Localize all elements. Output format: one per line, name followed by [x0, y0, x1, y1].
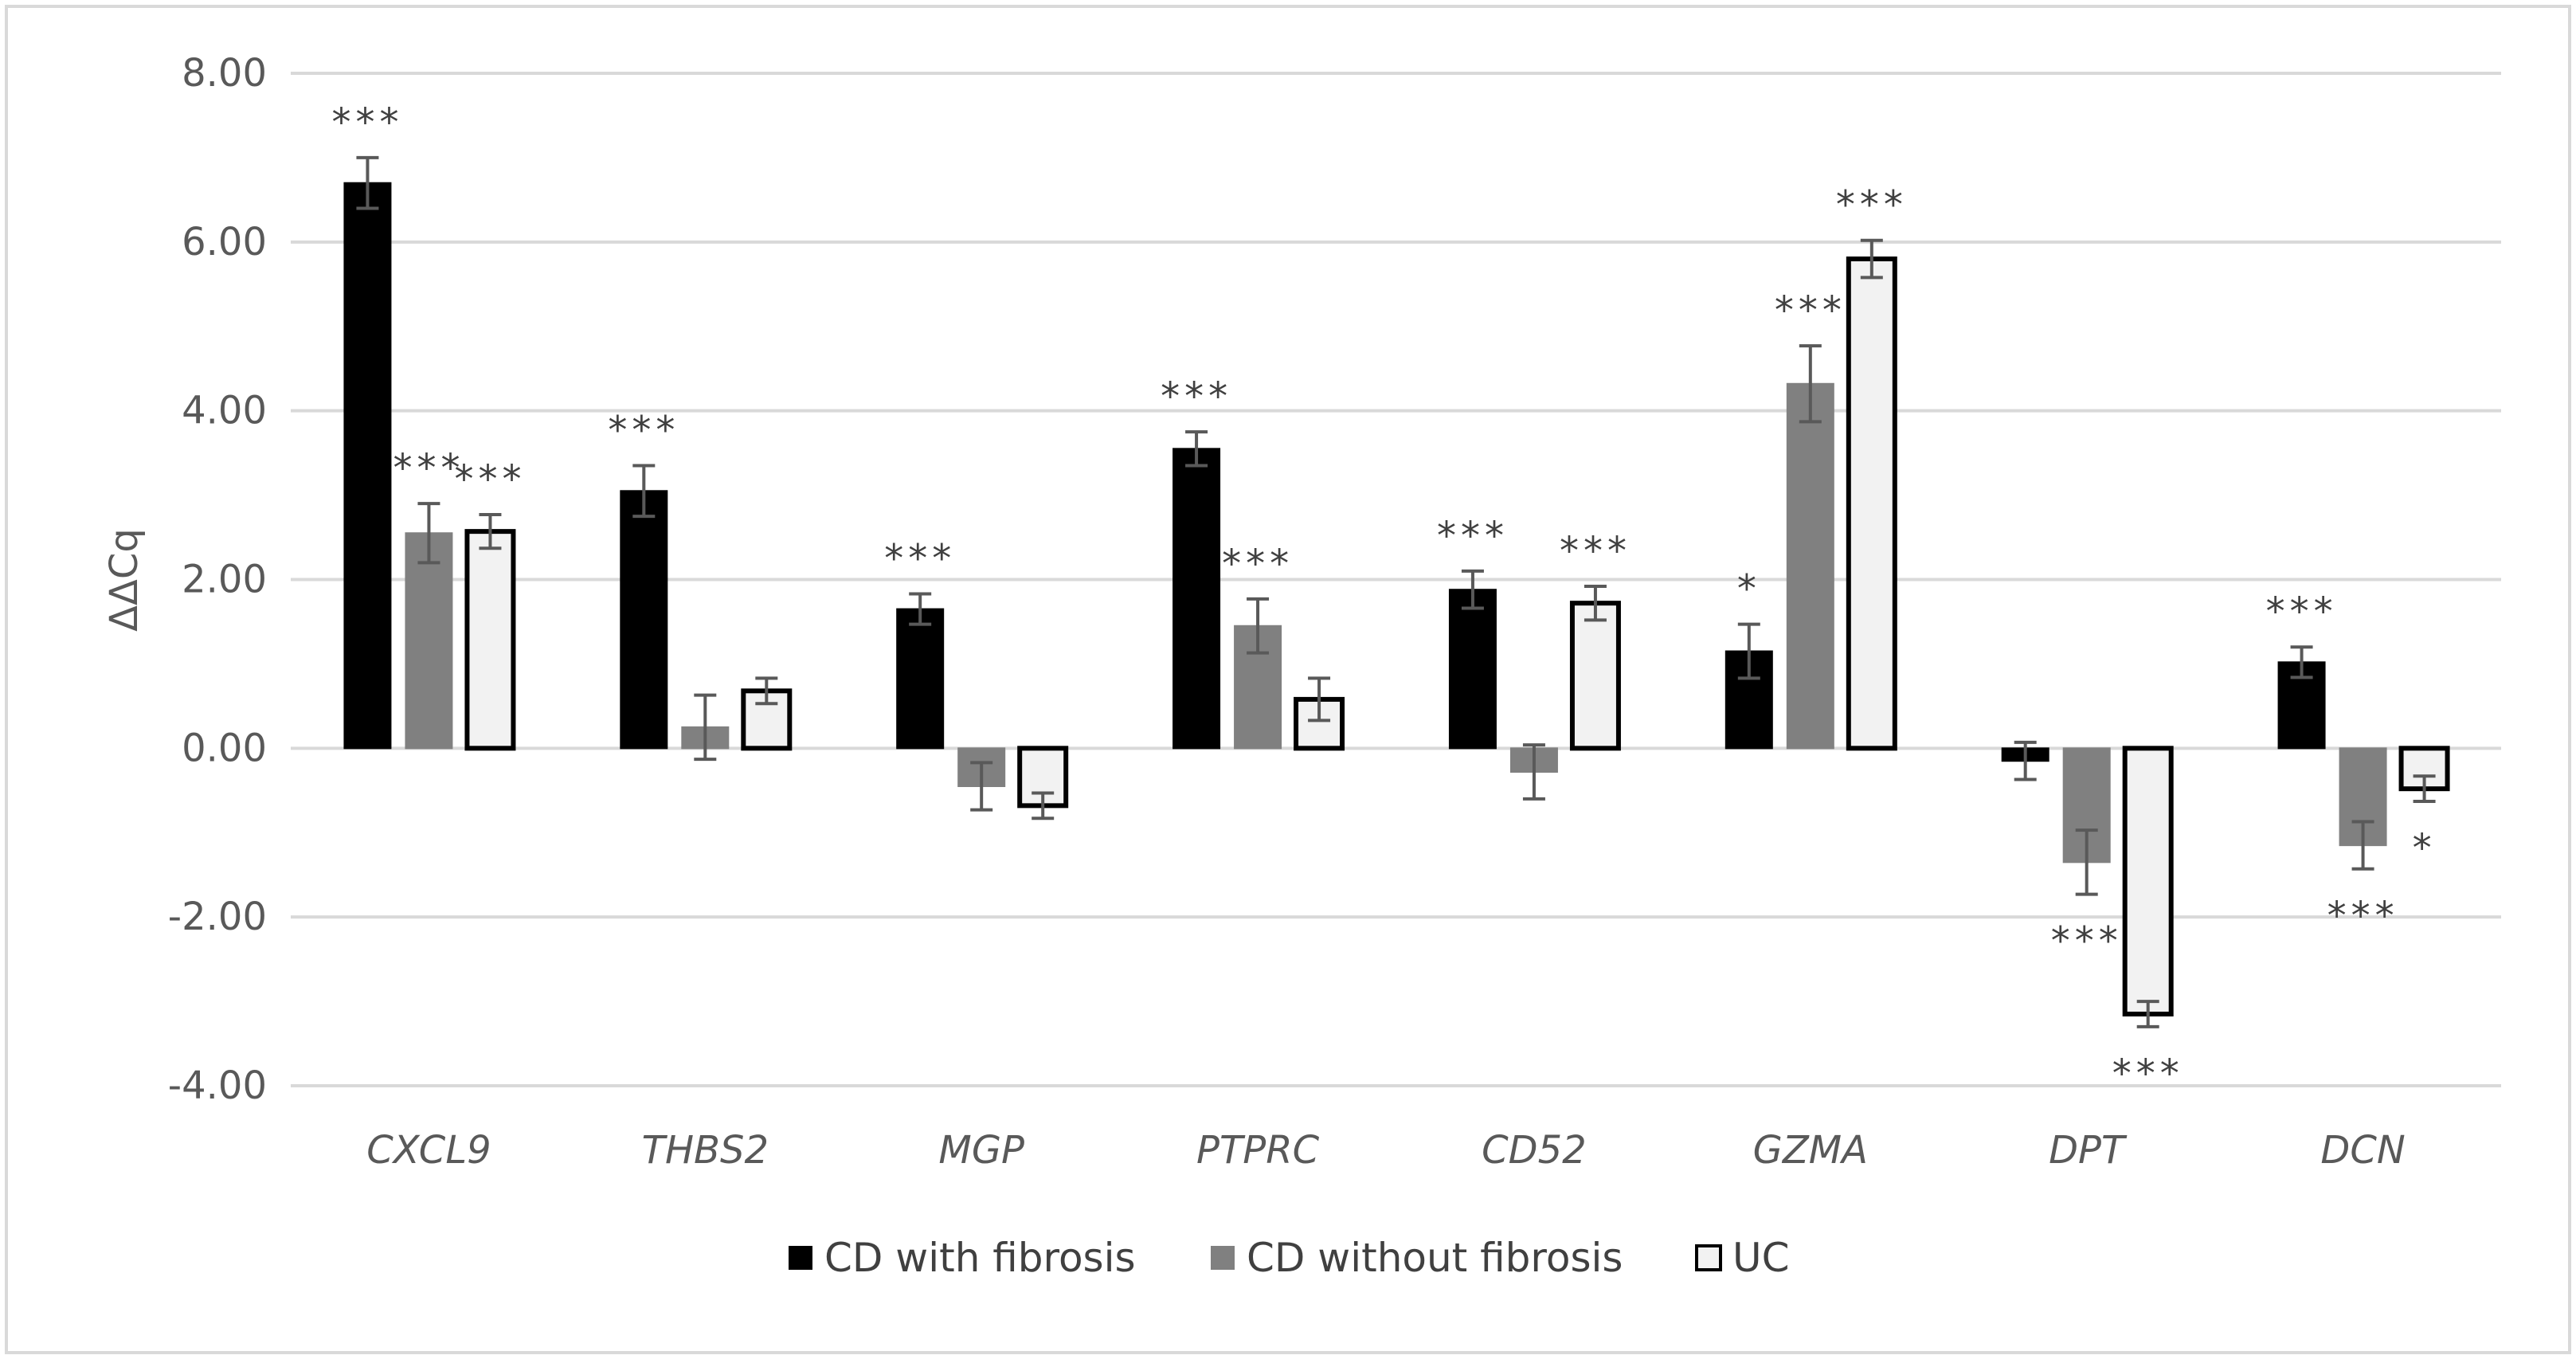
y-tick-label: 8.00 [182, 51, 267, 96]
error-bar [970, 761, 993, 812]
bar-cd52-series-3 [1569, 601, 1621, 751]
bar-ptprc-series-1 [1173, 448, 1221, 750]
y-tick-label: 0.00 [182, 726, 267, 770]
error-bar [2290, 645, 2313, 680]
error-bar [909, 592, 932, 626]
significance-label: *** [608, 409, 679, 453]
legend: CD with fibrosis CD without fibrosis UC [789, 1235, 1790, 1281]
error-bar [1032, 791, 1055, 820]
significance-label: *** [454, 457, 526, 502]
x-tick-label-thbs2: THBS2 [642, 1128, 769, 1173]
error-bar [2014, 740, 2037, 781]
significance-label: *** [1437, 514, 1509, 558]
significance-label: *** [2266, 589, 2338, 634]
significance-label: *** [1222, 542, 1294, 586]
bar-thbs2-series-3 [741, 688, 793, 751]
significance-label: *** [331, 100, 403, 145]
x-tick-label-dcn: DCN [2320, 1128, 2405, 1173]
error-bar [2136, 1000, 2159, 1028]
y-tick-label: -2.00 [168, 895, 267, 939]
y-tick-label: -4.00 [168, 1063, 267, 1108]
legend-item-3: UC [1695, 1235, 1790, 1281]
significance-label: *** [884, 537, 956, 582]
x-tick-label-cd52: CD52 [1482, 1128, 1587, 1173]
bar-thbs2-series-1 [620, 490, 668, 750]
y-tick-label: 2.00 [182, 558, 267, 602]
bar-gzma-series-3 [1846, 257, 1897, 751]
x-tick-label-cxcl9: CXCL9 [366, 1128, 491, 1173]
error-bar [694, 693, 717, 762]
significance-label: *** [393, 446, 464, 491]
y-axis-title: ΔΔCq [102, 528, 147, 632]
significance-labels: ************************ ****************… [331, 100, 2437, 1096]
error-bar [632, 464, 656, 519]
error-bar [1522, 743, 1545, 801]
x-tick-label-ptprc: PTPRC [1196, 1128, 1320, 1173]
legend-item-1: CD with fibrosis [789, 1235, 1136, 1281]
significance-label: * [2413, 826, 2437, 871]
legend-swatch [1211, 1246, 1235, 1270]
x-tick-label-mgp: MGP [938, 1128, 1024, 1173]
legend-item-2: CD without fibrosis [1211, 1235, 1623, 1281]
bar-gzma-series-2 [1786, 382, 1834, 750]
error-bar [2075, 828, 2098, 896]
error-bar [479, 512, 502, 550]
bar-cxcl9-series-3 [464, 529, 516, 751]
x-tick-label-gzma: GZMA [1753, 1128, 1868, 1173]
legend-label: CD with fibrosis [824, 1235, 1136, 1281]
significance-label: *** [2112, 1052, 2184, 1096]
error-bar [1308, 676, 1331, 723]
error-bar [2413, 774, 2436, 804]
significance-label: *** [1560, 529, 1631, 574]
error-bar [1461, 569, 1484, 610]
bar-cxcl9-series-1 [343, 182, 392, 750]
bar-cd52-series-1 [1448, 589, 1497, 750]
error-bar [356, 155, 379, 210]
error-bar [755, 676, 778, 706]
bar-mgp-series-1 [896, 608, 945, 750]
y-tick-label: 6.00 [182, 220, 267, 264]
chart-border [5, 5, 2571, 1354]
x-axis-category-labels: CXCL9 THBS2 MGP PTPRC CD52 GZMA DPT DCN [366, 1128, 2406, 1173]
y-tick-label: 4.00 [182, 389, 267, 433]
error-bar [1185, 430, 1208, 468]
error-bar [1737, 622, 1760, 680]
error-bar [1799, 344, 1822, 424]
error-bar [417, 502, 440, 565]
significance-label: *** [2051, 919, 2123, 964]
error-bar [1584, 584, 1607, 622]
error-bar [2351, 820, 2374, 871]
error-bars [356, 155, 2436, 1028]
legend-label: UC [1732, 1235, 1790, 1281]
x-tick-label-dpt: DPT [2049, 1128, 2128, 1173]
bar-cxcl9-series-2 [405, 532, 453, 750]
significance-label: *** [2327, 894, 2399, 938]
significance-label: * [1737, 567, 1761, 612]
significance-label: *** [1836, 183, 1908, 228]
error-bar [1860, 238, 1883, 280]
legend-label: CD without fibrosis [1247, 1235, 1623, 1281]
significance-label: *** [1775, 288, 1846, 333]
significance-label: *** [1161, 374, 1232, 419]
bar-dpt-series-3 [2122, 746, 2174, 1016]
legend-swatch [1695, 1244, 1722, 1271]
y-axis-ticks: 8.00 6.00 4.00 2.00 0.00 -2.00 -4.00 [168, 51, 267, 1108]
legend-swatch [789, 1246, 812, 1270]
error-bar [1247, 597, 1270, 655]
